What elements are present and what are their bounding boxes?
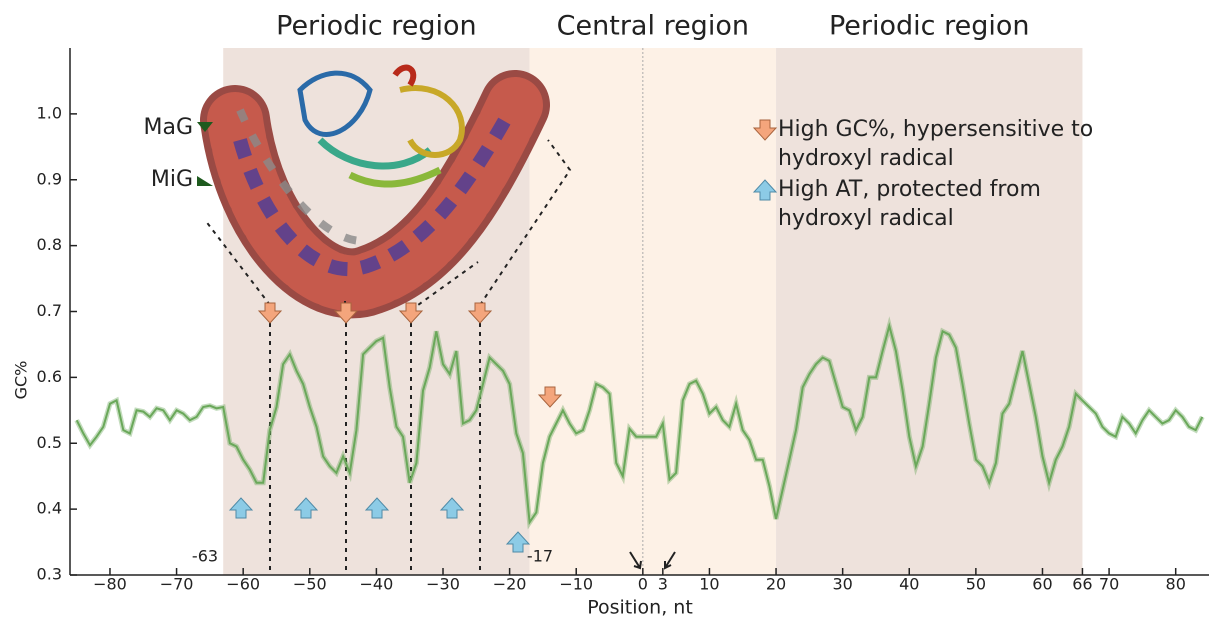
at-arrow (293, 497, 319, 519)
series-line (75, 322, 1204, 526)
x-tick-label: 80 (1166, 575, 1186, 594)
y-axis-label: GC% (12, 361, 31, 400)
region-band (529, 48, 777, 575)
x-tick-label: 50 (966, 575, 986, 594)
y-tick-label: 0.5 (37, 433, 62, 452)
legend-label: hydroxyl radical (778, 146, 954, 171)
annotation: MaG (143, 115, 193, 140)
at-arrow (364, 497, 390, 519)
dna-structure-image (200, 64, 550, 319)
x-tick-label: 20 (766, 575, 786, 594)
y-tick-label: 0.6 (37, 367, 62, 386)
at-arrow (505, 531, 531, 553)
gc-arrow (257, 302, 283, 324)
legend-label: High AT, protected from (778, 177, 1041, 202)
connector-lines (204, 139, 572, 575)
x-tick-label: 3 (658, 575, 668, 594)
x-tick-label: 40 (899, 575, 919, 594)
x-tick-label: 60 (1032, 575, 1052, 594)
annotation: MiG (151, 167, 193, 192)
x-tick-label: 70 (1099, 575, 1119, 594)
gc-arrow (333, 302, 359, 324)
legend-label: High GC%, hypersensitive to (778, 117, 1093, 142)
region-label: Periodic region (276, 11, 477, 42)
x-tick-label: −40 (360, 575, 394, 594)
at-arrow (752, 179, 778, 201)
position-arrows (629, 551, 676, 570)
x-tick-label: 66 (1072, 575, 1092, 594)
at-arrow (228, 497, 254, 519)
y-tick-label: 0.9 (37, 169, 62, 188)
gc-arrow (467, 302, 493, 324)
x-tick-label: −10 (559, 575, 593, 594)
x-tick-label: −30 (426, 575, 460, 594)
x-tick-label: −60 (226, 575, 260, 594)
x-tick-label: 0 (638, 575, 648, 594)
at-arrow (439, 497, 465, 519)
region-band (776, 48, 1083, 575)
x-tick-label: 10 (699, 575, 719, 594)
groove-marker (197, 176, 213, 186)
annotation: -17 (527, 547, 553, 566)
legend-label: hydroxyl radical (778, 206, 954, 231)
x-tick-label: −70 (160, 575, 194, 594)
region-label: Central region (557, 11, 749, 42)
y-tick-label: 0.4 (37, 499, 62, 518)
region-label: Periodic region (829, 11, 1030, 42)
y-tick-label: 0.8 (37, 235, 62, 254)
x-axis-label: Position, nt (587, 597, 693, 619)
y-tick-label: 0.3 (37, 565, 62, 584)
groove-marker (197, 122, 213, 132)
gc-arrow (398, 302, 424, 324)
x-tick-label: −80 (93, 575, 127, 594)
gc-arrow (537, 386, 563, 408)
y-tick-label: 0.7 (37, 301, 62, 320)
annotation: -63 (192, 547, 218, 566)
x-tick-label: −20 (493, 575, 527, 594)
x-tick-label: −50 (293, 575, 327, 594)
y-tick-label: 1.0 (37, 103, 62, 122)
x-tick-label: 30 (832, 575, 852, 594)
gc-arrow (752, 119, 778, 141)
